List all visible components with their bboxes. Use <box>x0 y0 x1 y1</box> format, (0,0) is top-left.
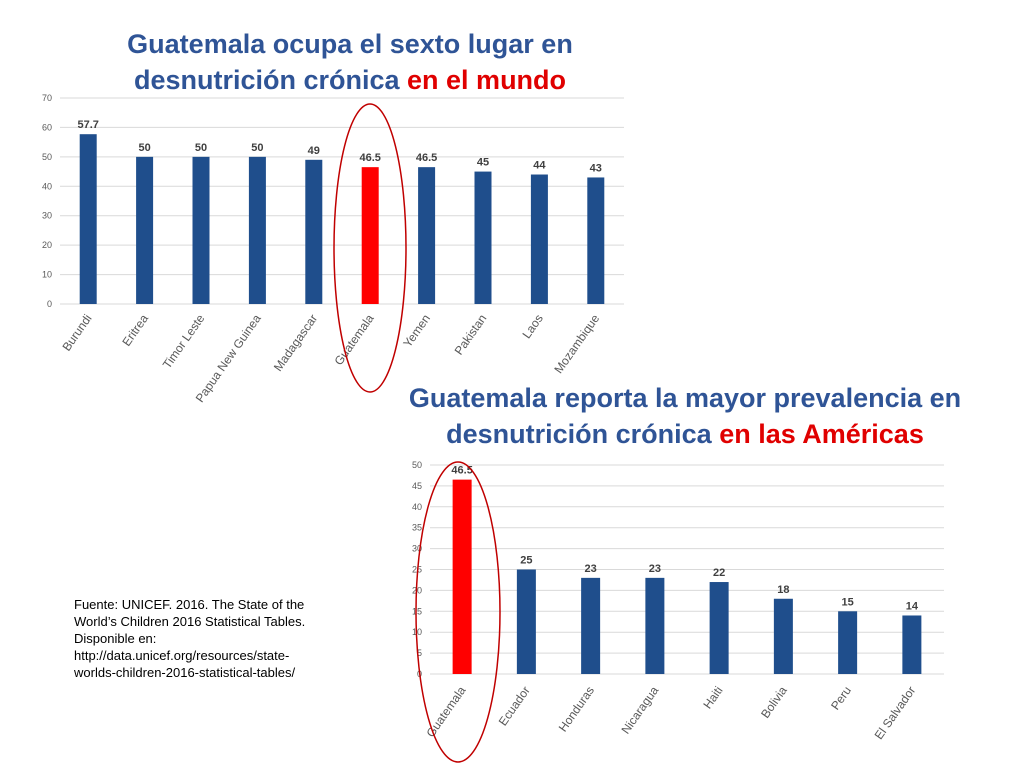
chart1-y-tick-label: 0 <box>47 299 52 309</box>
chart2-y-tick-label: 45 <box>412 481 422 491</box>
chart2-category-label: Haiti <box>700 684 725 712</box>
chart2-bar-ecuador <box>516 569 536 674</box>
chart2-y-tick-label: 15 <box>412 606 422 616</box>
chart1-data-label: 50 <box>138 142 150 154</box>
chart2-y-tick-label: 35 <box>412 523 422 533</box>
chart2-bar-nicaragua <box>645 577 665 674</box>
chart1-y-tick-label: 40 <box>42 181 52 191</box>
chart2-y-tick-label: 40 <box>412 502 422 512</box>
chart1-bar-laos <box>530 174 548 304</box>
chart1-y-tick-label: 10 <box>42 270 52 280</box>
chart2-data-label: 14 <box>906 600 919 612</box>
chart2-data-label: 15 <box>842 596 854 608</box>
chart1-data-label: 50 <box>251 142 263 154</box>
chart1-data-label: 45 <box>477 157 489 169</box>
chart1-bar-guatemala <box>361 167 379 304</box>
chart1-highlight-circle <box>333 103 407 393</box>
chart2-bar-honduras <box>581 577 601 674</box>
chart1-y-tick-label: 30 <box>42 211 52 221</box>
chart2-category-label: El Salvador <box>872 684 919 742</box>
chart2-bar-peru <box>838 611 858 674</box>
chart2-data-label: 23 <box>585 563 597 575</box>
chart1-title-highlight: en el mundo <box>407 65 567 95</box>
chart2-category-label: Guatemala <box>423 683 468 739</box>
source-line: World’s Children 2016 Statistical Tables… <box>74 614 306 629</box>
chart1-category-label: Pakistan <box>452 312 490 358</box>
chart2-title-highlight: en las Américas <box>719 419 924 449</box>
chart2-highlight-circle <box>415 461 501 763</box>
chart1-bar-papua-new-guinea <box>248 156 266 304</box>
chart1-y-tick-label: 70 <box>42 93 52 103</box>
chart1-title-main: Guatemala ocupa el sexto lugar en desnut… <box>127 29 573 95</box>
chart1-category-label: Laos <box>519 312 545 341</box>
chart2-category-label: Honduras <box>556 684 597 735</box>
chart1-data-label: 43 <box>590 162 602 174</box>
source-citation: Fuente: UNICEF. 2016. The State of the W… <box>74 596 344 681</box>
source-line: http://data.unicef.org/resources/state- <box>74 648 290 663</box>
chart2-title: Guatemala reporta la mayor prevalencia e… <box>380 380 990 452</box>
chart2-data-label: 46.5 <box>451 465 472 477</box>
chart2-category-label: Nicaragua <box>618 683 661 736</box>
chart1-bar-eritrea <box>136 156 154 304</box>
chart2-bar-haiti <box>709 582 729 674</box>
chart2-bar-el-salvador <box>902 615 922 674</box>
chart2-y-tick-label: 5 <box>417 648 422 658</box>
chart1-y-tick-label: 50 <box>42 152 52 162</box>
chart2-data-label: 22 <box>713 567 725 579</box>
chart1-bar-mozambique <box>587 177 605 304</box>
source-line: Fuente: UNICEF. 2016. The State of the <box>74 597 305 612</box>
chart2-y-tick-label: 30 <box>412 544 422 554</box>
chart1-category-label: Yemen <box>400 312 433 350</box>
chart1-category-label: Eritrea <box>119 311 151 348</box>
chart2-y-tick-label: 50 <box>412 460 422 470</box>
chart2-title-main: Guatemala reporta la mayor prevalencia e… <box>408 383 962 449</box>
chart2-bar-guatemala <box>452 479 472 674</box>
chart2-category-label: Peru <box>828 684 854 713</box>
chart1-data-label: 46.5 <box>416 152 437 164</box>
chart1-data-label: 49 <box>308 145 320 157</box>
chart1-data-label: 57.7 <box>77 119 98 131</box>
chart1-title: Guatemala ocupa el sexto lugar en desnut… <box>95 26 605 98</box>
chart1-data-label: 44 <box>533 160 546 172</box>
chart2-data-label: 25 <box>520 555 532 567</box>
chart1-bar-timor-leste <box>192 156 210 304</box>
chart2-category-label: Ecuador <box>496 684 533 729</box>
chart1-bar-yemen <box>418 167 436 304</box>
source-line: worlds-children-2016-statistical-tables/ <box>74 665 296 680</box>
chart1-category-label: Burundi <box>59 312 94 354</box>
chart2-data-label: 18 <box>777 584 789 596</box>
source-line: Disponible en: <box>74 631 157 646</box>
chart2-data-label: 23 <box>649 563 661 575</box>
chart1-category-label: Madagascar <box>271 312 320 374</box>
chart1-bar-madagascar <box>305 159 323 304</box>
chart1-y-tick-label: 60 <box>42 122 52 132</box>
chart1-data-label: 46.5 <box>359 152 380 164</box>
chart1-bar-pakistan <box>474 171 492 304</box>
chart1-bar-burundi <box>79 134 97 304</box>
chart1-data-label: 50 <box>195 142 207 154</box>
chart2-category-label: Bolivia <box>758 683 790 720</box>
chart1-y-tick-label: 20 <box>42 240 52 250</box>
chart2-bar-bolivia <box>773 598 793 674</box>
chart1-category-label: Mozambique <box>551 311 602 376</box>
chart1-category-label: Timor Leste <box>160 311 208 371</box>
